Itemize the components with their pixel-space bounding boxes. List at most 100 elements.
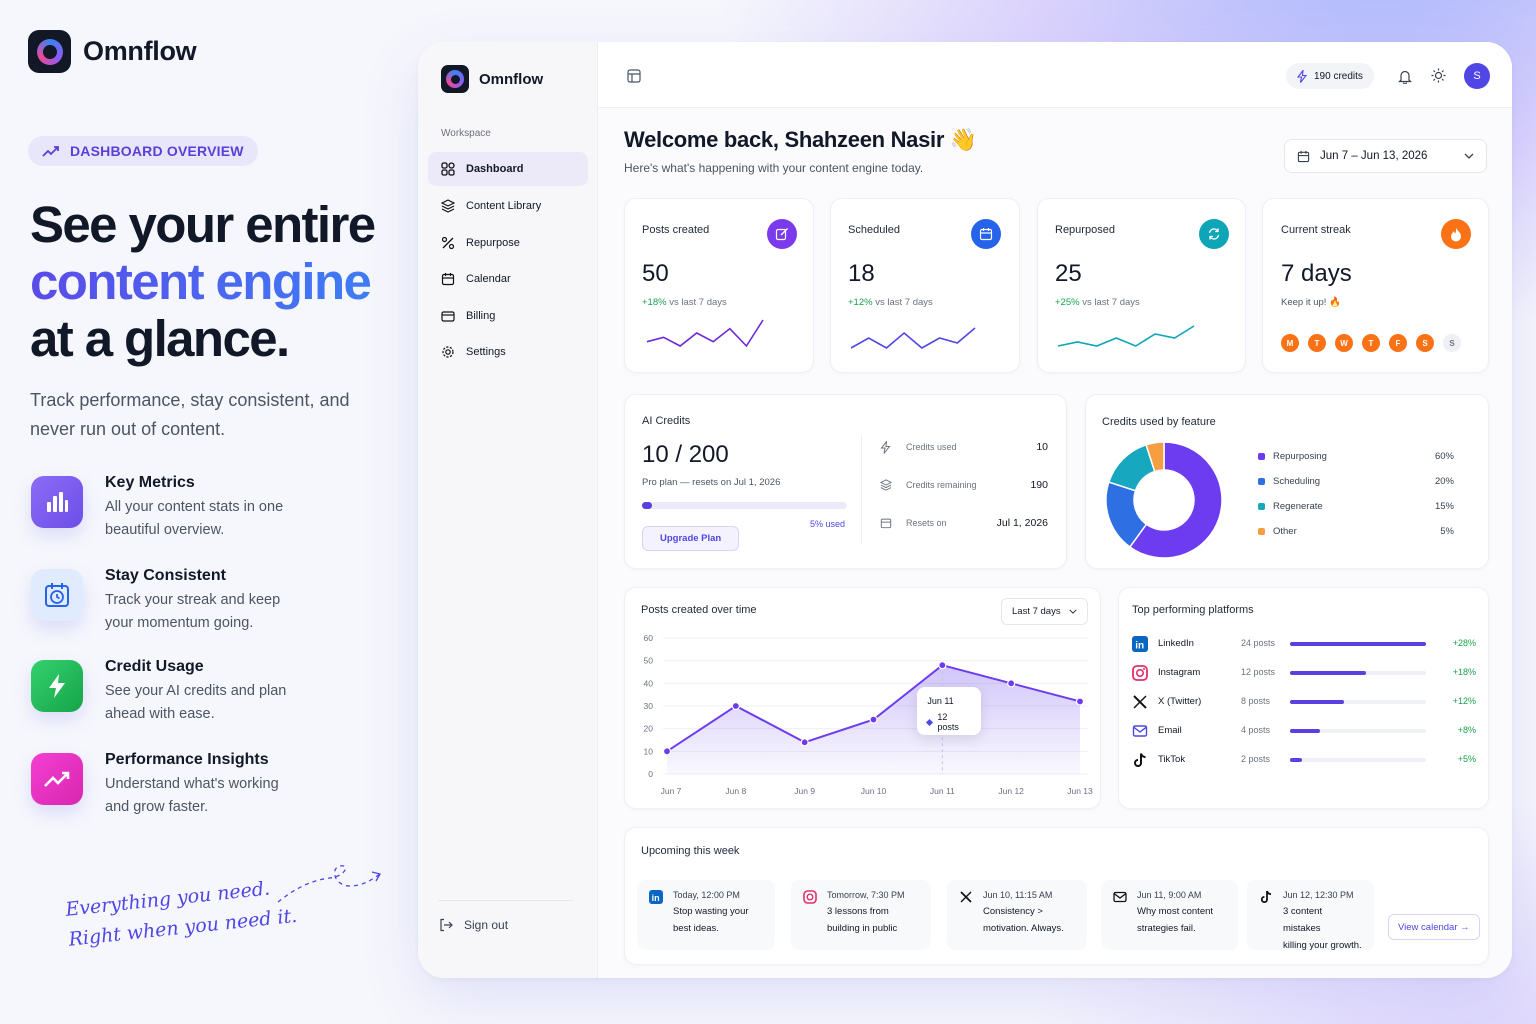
credits-progress-bar: [642, 502, 847, 509]
bar-chart-icon: [31, 476, 83, 528]
stat-card-posts-created[interactable]: Posts created 50 +18% vs last 7 days: [624, 198, 814, 373]
trending-up-icon: [42, 146, 59, 157]
feature-stay-consistent: Stay Consistent Track your streak and kee…: [31, 567, 371, 635]
platform-name: LinkedIn: [1158, 638, 1194, 649]
donut-chart: [1105, 441, 1223, 559]
data-point[interactable]: [1075, 697, 1085, 706]
stat-delta-label: vs last 7 days: [1082, 297, 1140, 308]
upcoming-date: Today, 12:00 PM: [673, 890, 740, 900]
platform-row-linkedin[interactable]: in LinkedIn 24 posts +28%: [1132, 635, 1476, 664]
upcoming-title: Upcoming this week: [641, 845, 740, 857]
stat-card-scheduled[interactable]: Scheduled 18 +12% vs last 7 days: [830, 198, 1020, 373]
instagram-icon: [1132, 665, 1148, 681]
gear-icon: [442, 346, 454, 358]
upcoming-text-line: Why most content: [1137, 906, 1214, 917]
sign-out-button[interactable]: Sign out: [439, 918, 508, 932]
upcoming-item[interactable]: Jun 10, 11:15 AM Consistency > motivation.…: [947, 880, 1087, 950]
instagram-icon: [803, 890, 817, 904]
upcoming-text-line: building in public: [827, 923, 898, 934]
sidebar-item-billing[interactable]: Billing: [428, 299, 588, 333]
data-point[interactable]: [938, 661, 947, 670]
upcoming-text-line: Stop wasting your: [673, 906, 749, 917]
legend-value: 20%: [1434, 476, 1454, 487]
main-content: 190 credits S Welcome back, Shahzeen Nas…: [598, 42, 1512, 978]
platform-row-instagram[interactable]: Instagram 12 posts +18%: [1132, 664, 1476, 693]
data-point[interactable]: [731, 701, 740, 711]
upgrade-plan-button[interactable]: Upgrade Plan: [642, 526, 740, 551]
stat-delta-label: Keep it up! 🔥: [1281, 297, 1341, 308]
mail-icon: [1113, 891, 1127, 903]
data-point[interactable]: [1007, 679, 1016, 688]
page-title: Welcome back, Shahzeen Nasir 👋: [624, 127, 978, 152]
pill-label: DASHBOARD OVERVIEW: [70, 143, 244, 159]
stat-delta: +12% vs last 7 days: [848, 297, 933, 308]
streak-day: S: [1443, 334, 1461, 352]
sidebar-item-label: Repurpose: [466, 237, 520, 249]
upcoming-item[interactable]: Tomorrow, 7:30 PM 3 lessons from building …: [791, 880, 931, 950]
linkedin-icon: in: [649, 890, 663, 904]
sun-icon[interactable]: [1431, 68, 1446, 83]
credits-used-label: 5% used: [810, 519, 846, 529]
tooltip-marker: [926, 718, 934, 726]
sidebar-item-dashboard[interactable]: Dashboard: [428, 152, 588, 186]
lightning-icon: [31, 660, 83, 712]
stat-delta-value: +12%: [848, 297, 873, 308]
platform-row-tiktok[interactable]: TikTok 2 posts +5%: [1132, 751, 1476, 780]
upcoming-text: 3 lessons from building in public: [827, 903, 919, 937]
legend-value: 5%: [1440, 526, 1454, 537]
bell-icon[interactable]: [1398, 69, 1412, 84]
platform-bar-track: [1290, 729, 1426, 733]
stat-card-repurposed[interactable]: Repurposed 25 +25% vs last 7 days: [1037, 198, 1246, 373]
sidebar-brand[interactable]: Omnflow: [441, 65, 543, 93]
sidebar-item-repurpose[interactable]: Repurpose: [428, 226, 588, 260]
calendar-icon: [880, 518, 892, 529]
chart-range-dropdown[interactable]: Last 7 days: [1001, 598, 1088, 625]
sidebar-item-content-library[interactable]: Content Library: [428, 189, 588, 223]
sidebar-item-settings[interactable]: Settings: [428, 335, 588, 369]
date-range-picker[interactable]: Jun 7 – Jun 13, 2026: [1284, 139, 1487, 173]
platform-name: Email: [1158, 725, 1182, 736]
data-point[interactable]: [869, 715, 878, 724]
calendar-icon: [971, 219, 1001, 249]
chart-range-label: Last 7 days: [1012, 606, 1061, 617]
stat-delta-label: vs last 7 days: [669, 297, 727, 308]
streak-day: F: [1389, 334, 1407, 352]
edit-icon: [767, 219, 797, 249]
sparkline: [646, 319, 764, 348]
data-point[interactable]: [662, 747, 672, 756]
upcoming-text: Consistency > motivation. Always.: [983, 903, 1075, 937]
ai-credits-value: 10 / 200: [642, 441, 729, 468]
upcoming-text: Stop wasting your best ideas.: [673, 903, 763, 937]
platform-row-x-twitter[interactable]: X (Twitter) 8 posts +12%: [1132, 693, 1476, 722]
view-calendar-button[interactable]: View calendar →: [1388, 914, 1480, 940]
page-subtitle: Here's what's happening with your conten…: [624, 161, 924, 175]
sign-out-icon: [440, 918, 453, 932]
legend-item: Regenerate 15%: [1258, 501, 1454, 526]
tiktok-icon: [1260, 890, 1272, 903]
streak-day: T: [1308, 334, 1326, 352]
feature-desc: Track your streak and keep your momentum…: [105, 592, 281, 631]
legend-label: Other: [1273, 526, 1297, 537]
upcoming-item[interactable]: Jun 11, 9:00 AM Why most content strategie…: [1101, 880, 1238, 950]
legend-swatch: [1258, 503, 1265, 510]
credits-progress-fill: [642, 502, 653, 509]
data-point[interactable]: [800, 738, 809, 747]
platform-delta: +5%: [1457, 754, 1476, 764]
chart-tooltip: Jun 11 12 posts: [917, 687, 982, 736]
sidebar-item-label: Settings: [466, 346, 506, 358]
sidebar-toggle-icon[interactable]: [627, 69, 641, 83]
donut-slice-repurposing: [1128, 441, 1223, 559]
sidebar-item-label: Billing: [466, 310, 496, 322]
platforms-list: in LinkedIn 24 posts +28% Instagram 12 posts +…: [1132, 635, 1476, 780]
upcoming-item[interactable]: in Today, 12:00 PM Stop wasting your best i…: [637, 880, 775, 950]
x-icon: [1133, 695, 1147, 709]
upcoming-item[interactable]: Jun 12, 12:30 PM 3 content mistakes killin…: [1247, 880, 1374, 951]
legend-item: Other 5%: [1258, 526, 1454, 551]
sidebar-item-calendar[interactable]: Calendar: [428, 262, 588, 296]
lightning-icon: [1297, 69, 1307, 83]
credits-badge[interactable]: 190 credits: [1286, 63, 1374, 89]
platform-row-email[interactable]: Email 4 posts +8%: [1132, 722, 1476, 751]
legend-value: 15%: [1434, 501, 1454, 512]
avatar[interactable]: S: [1464, 63, 1490, 89]
